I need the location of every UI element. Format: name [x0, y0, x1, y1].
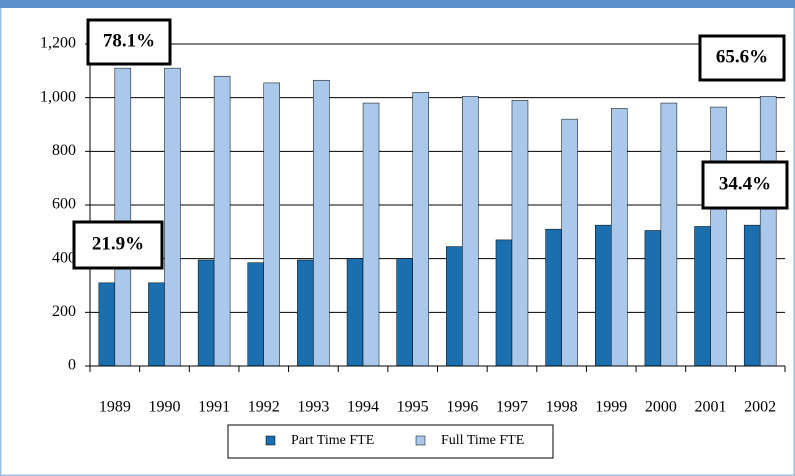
annotation-box — [701, 160, 789, 210]
bar — [710, 106, 727, 367]
legend-label: Part Time FTE — [291, 433, 374, 448]
top-band — [0, 0, 795, 8]
bar — [511, 100, 529, 367]
bar — [694, 226, 711, 367]
annotation: 21.9% — [92, 233, 144, 254]
bar — [495, 239, 513, 367]
bar — [759, 96, 777, 367]
bar — [247, 262, 264, 367]
bar — [660, 102, 678, 367]
y-tick-label: 1,000 — [40, 88, 76, 105]
bar — [462, 96, 479, 367]
bar — [114, 67, 132, 367]
x-tick-label: 1997 — [496, 399, 528, 416]
bar — [396, 258, 413, 367]
bar — [412, 92, 429, 367]
x-tick-label: 1998 — [546, 399, 578, 416]
legend — [227, 424, 554, 459]
annotation-box — [72, 220, 164, 270]
x-tick-label: 1996 — [446, 399, 478, 416]
legend-label: Full Time FTE — [441, 433, 524, 448]
bar — [743, 224, 761, 367]
bar — [611, 108, 628, 367]
y-tick-label: 400 — [52, 249, 76, 266]
bar — [164, 67, 181, 367]
bar — [313, 79, 330, 367]
annotation: 78.1% — [103, 30, 155, 51]
y-tick-label: 1,200 — [40, 35, 76, 52]
x-tick-label: 2000 — [645, 399, 677, 416]
x-tick-label: 1995 — [397, 399, 429, 416]
x-tick-label: 1992 — [248, 399, 280, 416]
y-tick-label: 0 — [68, 357, 76, 374]
bar — [545, 228, 562, 367]
bar — [644, 230, 662, 367]
y-tick-label: 800 — [52, 142, 76, 159]
annotation: 65.6% — [716, 46, 768, 67]
bar — [297, 259, 314, 367]
bar — [98, 282, 116, 367]
annotation: 34.4% — [719, 173, 771, 194]
x-tick-label: 1999 — [595, 399, 627, 416]
annotation-box — [698, 34, 786, 82]
bar — [346, 258, 364, 367]
y-tick-label: 600 — [52, 196, 76, 213]
x-tick-label: 1994 — [347, 399, 379, 416]
bar — [263, 82, 280, 367]
x-tick-label: 1993 — [297, 399, 329, 416]
bar — [561, 118, 578, 367]
bar — [362, 102, 380, 367]
x-tick-label: 1989 — [99, 399, 131, 416]
bar — [197, 259, 215, 367]
y-tick-label: 200 — [52, 303, 76, 320]
legend-swatch — [265, 435, 276, 446]
x-tick-label: 2001 — [695, 399, 727, 416]
x-tick-label: 1991 — [198, 399, 230, 416]
x-tick-label: 2002 — [744, 399, 776, 416]
bar — [446, 246, 463, 367]
bar — [148, 282, 165, 367]
bar — [213, 75, 231, 367]
legend-swatch — [415, 435, 426, 446]
x-tick-label: 1990 — [148, 399, 180, 416]
bar — [595, 224, 612, 367]
annotation-box — [86, 18, 172, 66]
